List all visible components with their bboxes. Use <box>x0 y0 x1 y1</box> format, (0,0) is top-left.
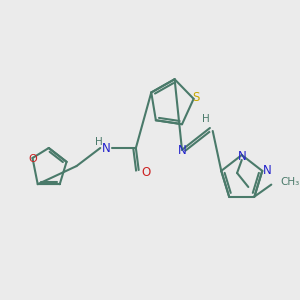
Text: N: N <box>262 164 271 177</box>
Text: CH₃: CH₃ <box>281 177 300 187</box>
Text: N: N <box>237 149 246 163</box>
Text: N: N <box>101 142 110 154</box>
Text: H: H <box>95 137 103 147</box>
Text: N: N <box>177 145 186 158</box>
Text: O: O <box>28 154 37 164</box>
Text: S: S <box>192 91 199 104</box>
Text: H: H <box>202 114 210 124</box>
Text: O: O <box>142 166 151 178</box>
